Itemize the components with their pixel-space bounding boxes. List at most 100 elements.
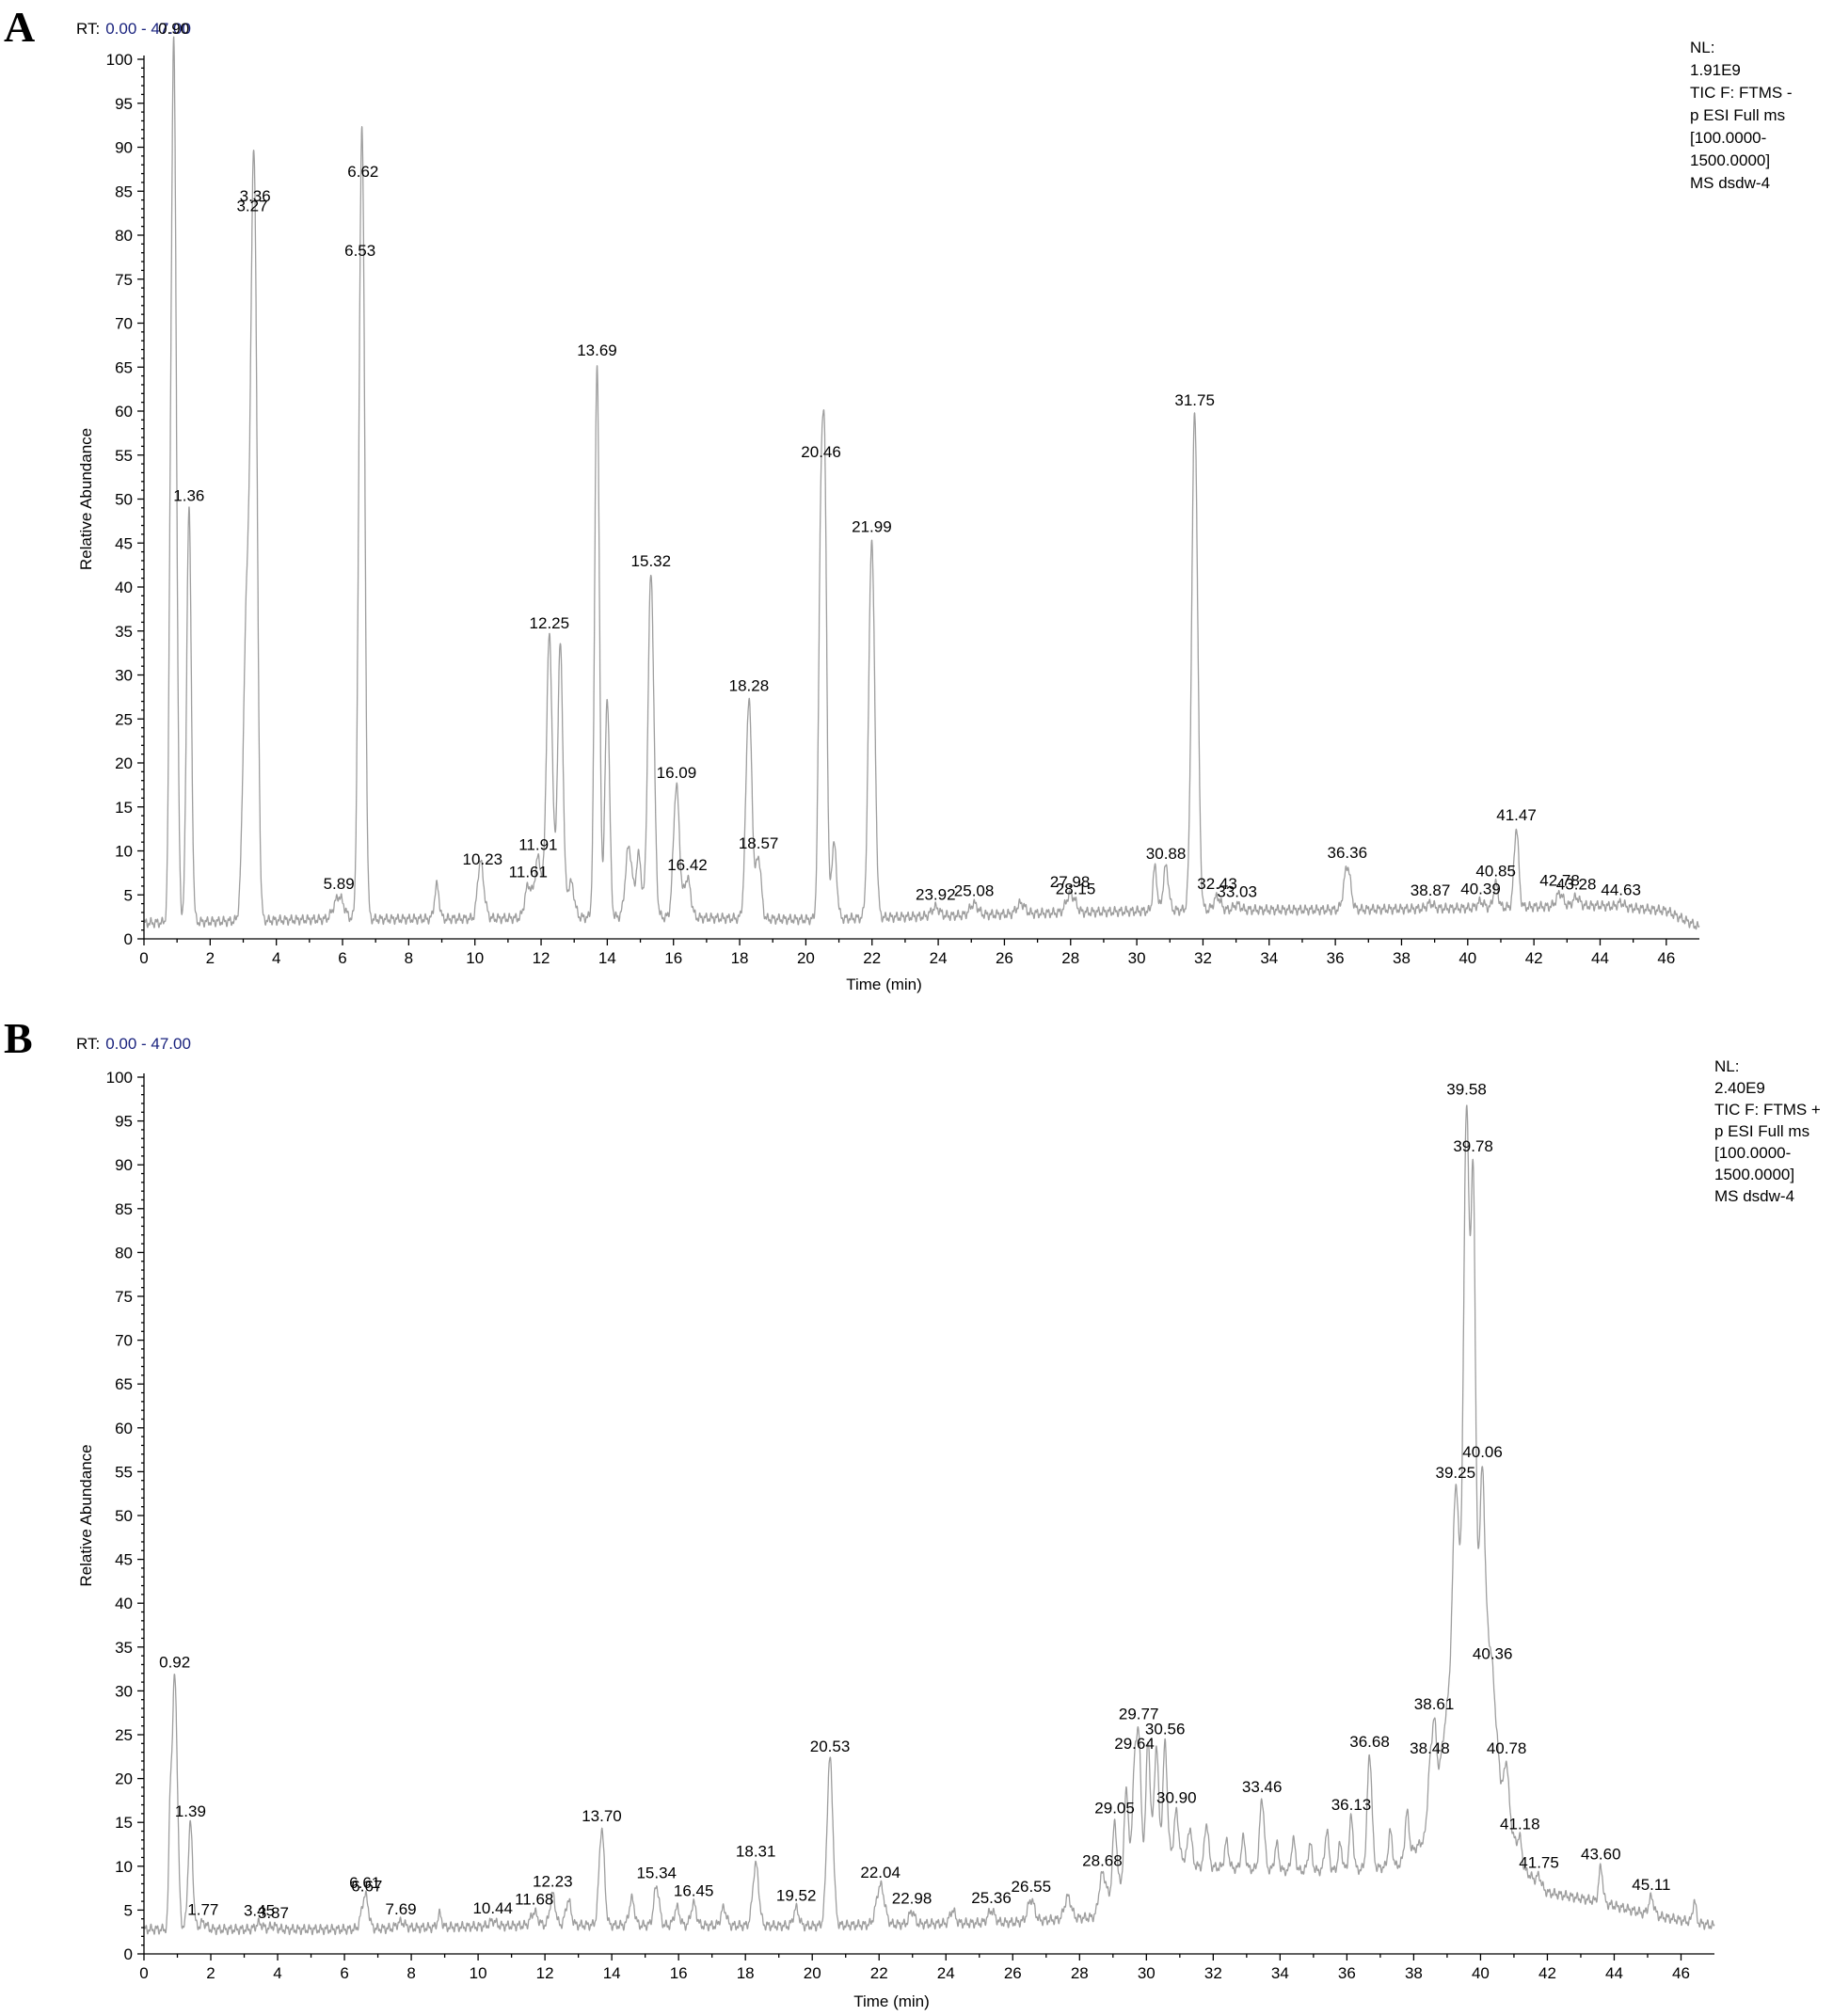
peak-label: 40.78 — [1487, 1739, 1527, 1757]
x-tick-label: 16 — [664, 949, 682, 967]
y-axis-label: Relative Abundance — [77, 1444, 95, 1586]
y-tick-label: 100 — [106, 1069, 133, 1087]
x-tick-label: 30 — [1138, 1964, 1156, 1982]
peak-label: 25.36 — [971, 1889, 1012, 1907]
peak-label: 39.25 — [1436, 1464, 1476, 1482]
x-tick-label: 2 — [206, 1964, 215, 1982]
x-tick-label: 28 — [1071, 1964, 1089, 1982]
peak-label: 28.15 — [1056, 880, 1096, 897]
x-tick-label: 18 — [737, 1964, 755, 1982]
peak-label: 11.91 — [518, 836, 557, 854]
chromatogram-panel-b: B RT: 0.00 - 47.00 0 5 10 15 20 25 30 35 40 45 50 55 6… — [0, 1011, 1833, 2011]
peak-label: 0.90 — [158, 20, 189, 38]
x-tick-label: 28 — [1061, 949, 1079, 967]
y-tick-label: 60 — [115, 1420, 133, 1437]
peak-label: 30.56 — [1145, 1721, 1186, 1738]
panel-letter: A — [4, 3, 36, 51]
peak-label: 16.42 — [667, 856, 708, 874]
rt-label: RT: 0.00 - 47.00 — [76, 1035, 191, 1053]
peak-label: 43.28 — [1556, 876, 1597, 894]
rt-label: RT: 0.00 - 47.00 — [76, 20, 191, 38]
x-tick-label: 36 — [1338, 1964, 1356, 1982]
peak-label: 10.23 — [463, 850, 503, 868]
y-tick-label: 50 — [115, 491, 133, 509]
x-tick-label: 20 — [804, 1964, 821, 1982]
x-tick-label: 10 — [470, 1964, 487, 1982]
peak-label: 20.53 — [810, 1738, 851, 1755]
y-tick-label: 25 — [115, 1726, 133, 1744]
y-tick-label: 55 — [115, 1463, 133, 1481]
x-tick-label: 10 — [466, 949, 484, 967]
peak-label: 15.32 — [631, 552, 672, 570]
y-tick-label: 10 — [115, 843, 133, 861]
y-tick-label: 100 — [106, 51, 133, 69]
x-tick-label: 32 — [1204, 1964, 1222, 1982]
peak-label: 38.48 — [1410, 1739, 1450, 1757]
peak-label: 3.27 — [236, 197, 267, 214]
peak-label: 11.61 — [509, 864, 548, 881]
peak-label: 23.92 — [916, 885, 956, 903]
peak-label: 5.89 — [324, 875, 355, 893]
y-tick-label: 20 — [115, 1770, 133, 1788]
peak-label: 25.08 — [954, 882, 995, 900]
info-line: MS dsdw-4 — [1714, 1187, 1794, 1205]
x-tick-label: 24 — [930, 949, 948, 967]
x-tick-label: 32 — [1194, 949, 1212, 967]
x-tick-label: 8 — [405, 949, 413, 967]
peak-label: 26.55 — [1012, 1878, 1052, 1896]
info-line: [100.0000- — [1714, 1144, 1791, 1162]
info-line: 1500.0000] — [1714, 1166, 1794, 1183]
x-tick-label: 8 — [406, 1964, 415, 1982]
info-line: NL: — [1714, 1057, 1739, 1075]
peak-label: 12.25 — [530, 614, 570, 632]
info-line: NL: — [1690, 39, 1714, 56]
peak-label: 20.46 — [801, 443, 841, 461]
y-tick-label: 70 — [115, 315, 133, 333]
peak-label: 40.36 — [1473, 1644, 1513, 1662]
y-tick-label: 85 — [115, 183, 133, 200]
peak-label: 6.62 — [347, 163, 378, 181]
y-tick-label: 55 — [115, 447, 133, 465]
x-tick-label: 6 — [340, 1964, 348, 1982]
peak-label: 29.77 — [1119, 1706, 1159, 1723]
info-line: p ESI Full ms — [1714, 1122, 1809, 1140]
x-axis-label: Time (min) — [853, 1992, 930, 2010]
x-tick-label: 22 — [863, 949, 881, 967]
info-line: TIC F: FTMS + — [1714, 1101, 1821, 1119]
y-tick-label: 5 — [124, 1901, 133, 1919]
x-tick-label: 18 — [731, 949, 749, 967]
x-tick-label: 46 — [1657, 949, 1675, 967]
y-tick-label: 0 — [124, 1945, 133, 1963]
y-tick-label: 45 — [115, 1551, 133, 1569]
info-line: 1500.0000] — [1690, 151, 1770, 169]
y-tick-label: 95 — [115, 95, 133, 113]
peak-label: 41.18 — [1500, 1816, 1540, 1833]
x-tick-label: 16 — [670, 1964, 688, 1982]
peak-label: 18.28 — [729, 677, 770, 695]
y-tick-label: 5 — [124, 886, 133, 904]
peak-label: 18.57 — [739, 834, 779, 852]
y-tick-label: 30 — [115, 1682, 133, 1700]
chromatogram-chart: RT: 0.00 - 47.000510152025303540455055606… — [76, 20, 1793, 993]
x-axis-label: Time (min) — [846, 976, 922, 993]
y-tick-label: 20 — [115, 754, 133, 772]
peak-label: 19.52 — [776, 1886, 817, 1904]
x-tick-label: 36 — [1327, 949, 1345, 967]
x-tick-label: 44 — [1591, 949, 1609, 967]
x-tick-label: 4 — [272, 949, 280, 967]
x-tick-label: 22 — [870, 1964, 888, 1982]
y-tick-label: 70 — [115, 1332, 133, 1350]
peak-label: 22.98 — [892, 1889, 932, 1907]
x-tick-label: 34 — [1260, 949, 1278, 967]
info-line: 1.91E9 — [1690, 61, 1741, 79]
peak-label: 21.99 — [852, 518, 892, 536]
x-tick-label: 0 — [139, 1964, 148, 1982]
x-tick-label: 12 — [536, 1964, 554, 1982]
peak-label: 36.68 — [1349, 1733, 1390, 1751]
peak-label: 22.04 — [860, 1864, 901, 1881]
peak-label: 11.68 — [515, 1891, 553, 1909]
peak-label: 0.92 — [159, 1653, 190, 1671]
y-tick-label: 40 — [115, 579, 133, 596]
x-tick-label: 24 — [937, 1964, 955, 1982]
peak-label: 16.45 — [674, 1881, 714, 1899]
